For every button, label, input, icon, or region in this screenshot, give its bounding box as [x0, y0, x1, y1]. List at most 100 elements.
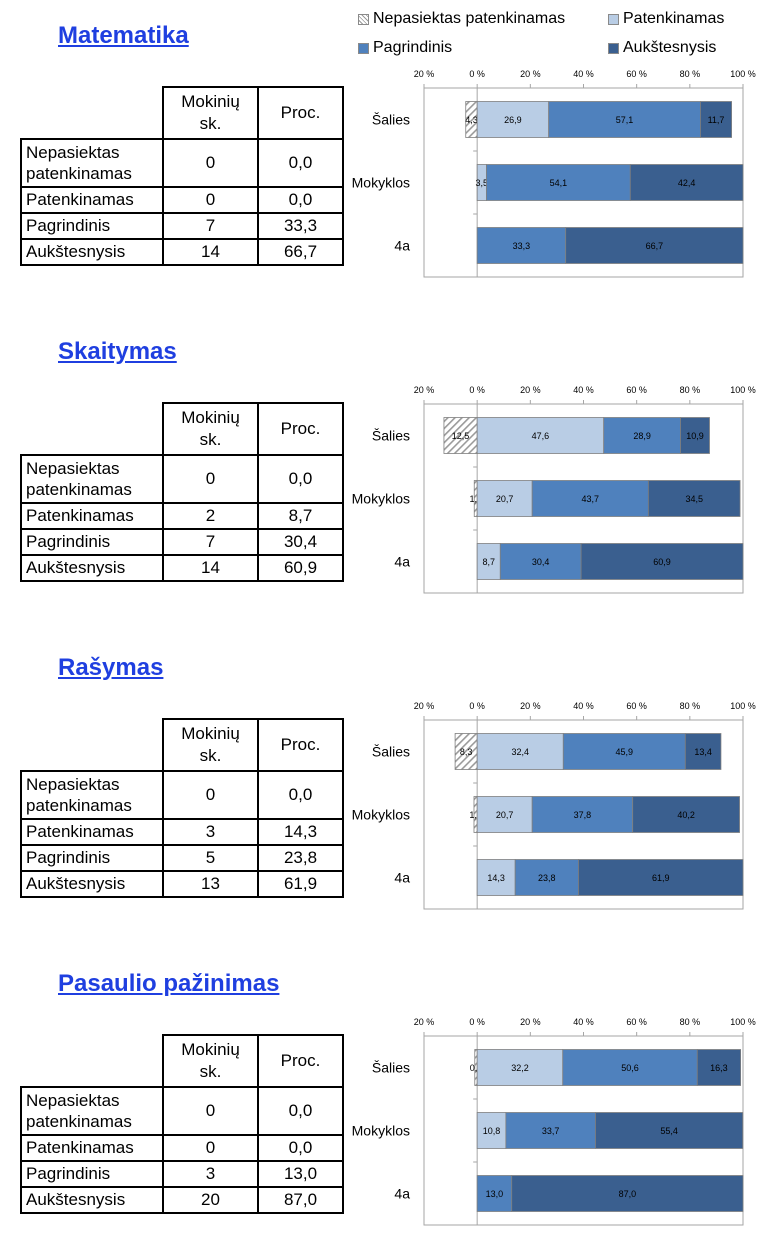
data-label: 37,8	[574, 810, 592, 820]
legend-item-pagrindinis: Pagrindinis	[358, 39, 452, 57]
data-label: 8,7	[482, 557, 495, 567]
data-label: 10,8	[483, 1126, 501, 1136]
percent-cell: 13,0	[257, 1160, 344, 1188]
data-label: 60,9	[653, 557, 671, 567]
subject-title: Matematika	[58, 22, 189, 49]
data-label: 57,1	[616, 115, 634, 125]
legend-swatch	[358, 42, 369, 54]
table-corner	[21, 1035, 164, 1088]
category-label: Šalies	[372, 428, 410, 444]
subject-title: Pasaulio pažinimas	[58, 970, 280, 997]
table-row: Pagrindinis 3 13,0	[20, 1160, 344, 1188]
data-label: 13,4	[694, 747, 712, 757]
x-tick-label: 20 %	[414, 385, 435, 395]
x-tick-label: 0 %	[469, 1017, 485, 1027]
x-tick-label: 20 %	[520, 701, 541, 711]
row-label: Aukštesnysis	[20, 238, 164, 266]
table-row: Patenkinamas 0 0,0	[20, 1134, 344, 1162]
header-percent: Proc.	[257, 718, 344, 772]
bar-segment	[580, 543, 744, 580]
data-label: 16,3	[710, 1063, 728, 1073]
legend-label: Nepasiektas patenkinamas	[373, 10, 566, 27]
percent-cell: 61,9	[257, 870, 344, 898]
subject-title: Rašymas	[58, 654, 164, 681]
row-label: Pagrindinis	[20, 528, 164, 556]
header-percent: Proc.	[257, 86, 344, 140]
bar-segment	[684, 733, 722, 770]
legend-label: Patenkinamas	[623, 10, 725, 27]
bar-segment	[505, 1112, 596, 1149]
subject-section: Matematika Mokinių sk. Proc. Nepasiektas pa…	[0, 0, 762, 300]
bar-segment	[562, 733, 686, 770]
bar-segment	[476, 796, 533, 833]
table-row: Aukštesnysis 13 61,9	[20, 870, 344, 898]
stacked-bar-chart: 20 % 0 % 20 % 40 % 60 % 80 % 100 % Šalies 0,9 32,…	[352, 1017, 756, 1226]
data-label: 23,8	[538, 873, 556, 883]
data-label: 20,7	[496, 810, 514, 820]
data-label: 4,3	[465, 115, 478, 125]
category-label: Mokyklos	[352, 175, 410, 191]
percent-cell: 66,7	[257, 238, 344, 266]
x-tick-label: 20 %	[414, 1017, 435, 1027]
x-tick-label: 80 %	[680, 701, 701, 711]
stats-table: Mokinių sk. Proc. Nepasiektas patenkinamas…	[20, 718, 344, 898]
header-count: Mokinių sk.	[162, 402, 259, 456]
data-label: 47,6	[532, 431, 550, 441]
bar-segment	[476, 101, 550, 138]
table-header-row: Mokinių sk. Proc.	[21, 1034, 344, 1088]
x-tick-label: 100 %	[730, 385, 756, 395]
percent-cell: 8,7	[257, 502, 344, 530]
x-tick-label: 100 %	[730, 701, 756, 711]
row-label: Nepasiektas patenkinamas	[20, 454, 164, 504]
x-tick-label: 80 %	[680, 1017, 701, 1027]
legend-item-aukstesnysis: Aukštesnysis	[608, 39, 716, 57]
table-row: Patenkinamas 2 8,7	[20, 502, 344, 530]
bar-segment	[696, 1049, 742, 1086]
data-label: 43,7	[582, 494, 600, 504]
stats-table: Mokinių sk. Proc. Nepasiektas patenkinamas…	[20, 402, 344, 582]
data-label: 28,9	[633, 431, 651, 441]
x-tick-label: 0 %	[469, 701, 485, 711]
percent-cell: 0,0	[257, 1086, 344, 1136]
count-cell: 20	[162, 1186, 259, 1214]
count-cell: 14	[162, 238, 259, 266]
percent-cell: 23,8	[257, 844, 344, 872]
x-tick-label: 40 %	[573, 1017, 594, 1027]
x-tick-label: 0 %	[469, 385, 485, 395]
bar-segment	[476, 1049, 564, 1086]
row-label: Patenkinamas	[20, 186, 164, 214]
row-label: Nepasiektas patenkinamas	[20, 1086, 164, 1136]
bar-segment	[700, 101, 732, 138]
stacked-bar-chart: 20 % 0 % 20 % 40 % 60 % 80 % 100 % Šalies 8,3 32,…	[352, 701, 756, 910]
percent-cell: 0,0	[257, 770, 344, 820]
bar-segment	[578, 859, 744, 896]
data-label: 33,7	[542, 1126, 560, 1136]
bar-segment	[476, 859, 516, 896]
data-label: 40,2	[677, 810, 695, 820]
count-cell: 5	[162, 844, 259, 872]
category-label: Šalies	[372, 1060, 410, 1076]
row-label: Aukštesnysis	[20, 1186, 164, 1214]
header-count: Mokinių sk.	[162, 1034, 259, 1088]
legend-item-patenkinamas: Patenkinamas	[608, 10, 724, 28]
x-tick-label: 20 %	[520, 69, 541, 79]
table-row: Nepasiektas patenkinamas 0 0,0	[20, 770, 344, 820]
header-count: Mokinių sk.	[162, 718, 259, 772]
count-cell: 7	[162, 528, 259, 556]
legend-swatch-hatch	[358, 13, 369, 25]
data-label: 54,1	[550, 178, 568, 188]
data-label: 13,0	[486, 1189, 504, 1199]
row-label: Nepasiektas patenkinamas	[20, 138, 164, 188]
data-label: 66,7	[646, 241, 664, 251]
percent-cell: 33,3	[257, 212, 344, 240]
row-label: Pagrindinis	[20, 1160, 164, 1188]
table-row: Aukštesnysis 14 66,7	[20, 238, 344, 266]
header-percent: Proc.	[257, 402, 344, 456]
bar-segment	[531, 796, 634, 833]
data-label: 61,9	[652, 873, 670, 883]
table-row: Aukštesnysis 14 60,9	[20, 554, 344, 582]
x-tick-label: 60 %	[626, 69, 647, 79]
bar-segment	[595, 1112, 744, 1149]
x-tick-label: 20 %	[520, 1017, 541, 1027]
category-label: Mokyklos	[352, 491, 410, 507]
